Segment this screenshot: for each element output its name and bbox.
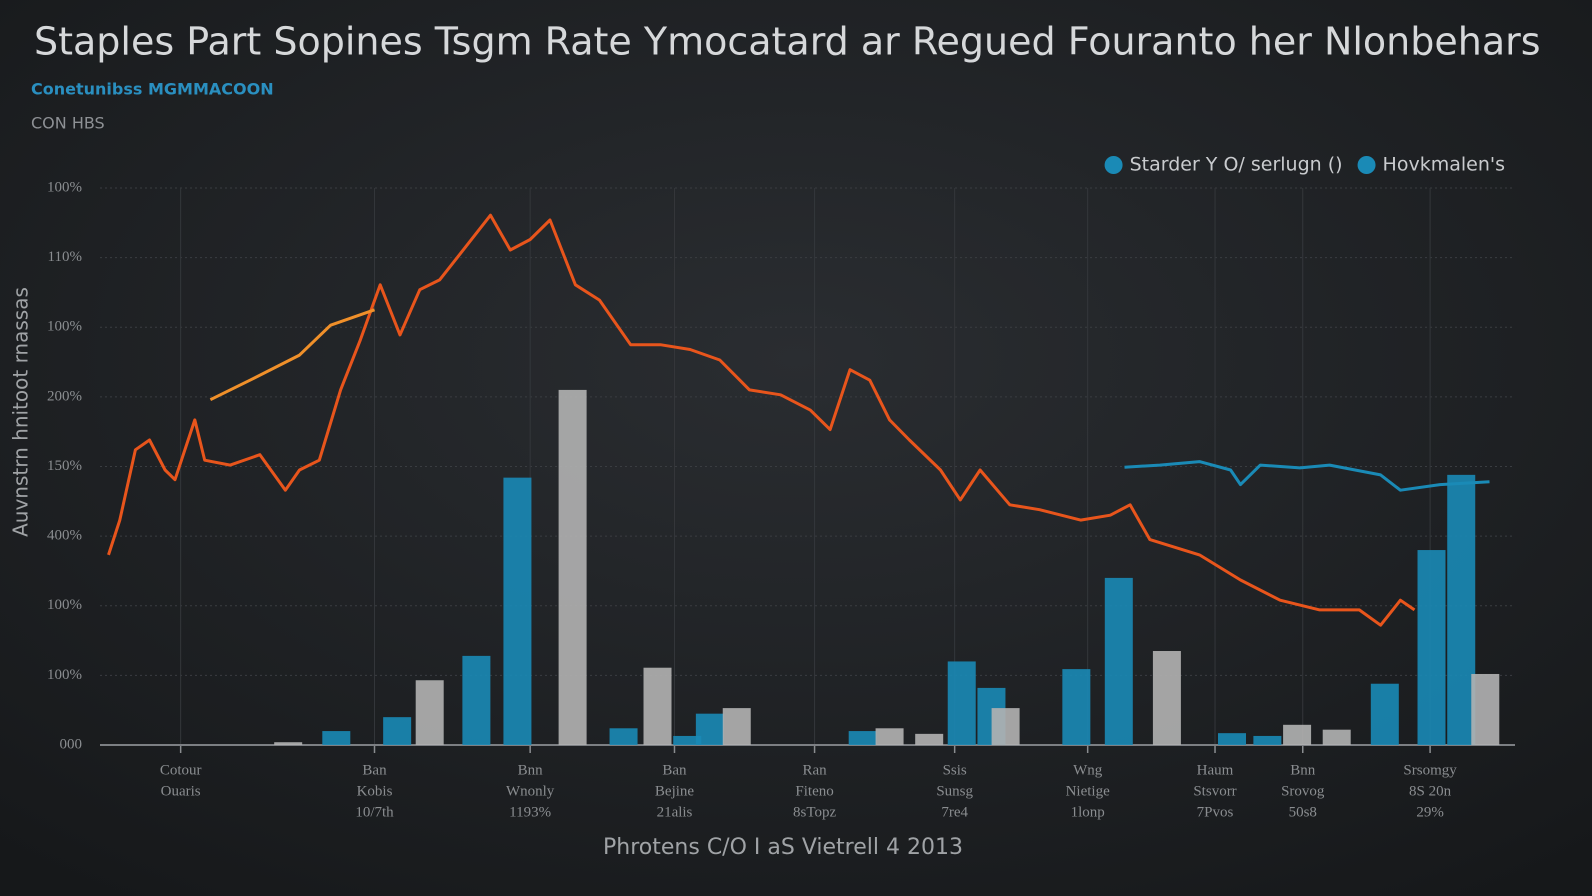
x-tick-label: 8S 20n (1409, 783, 1452, 799)
x-tick-label: 10/7th (355, 804, 394, 820)
y-tick-label: 000 (60, 736, 83, 752)
x-tick-label: Kobis (357, 783, 393, 799)
bar (1322, 729, 1351, 745)
chart-title: Staples Part Sopines Tsgm Rate Ymocatard… (34, 20, 1541, 64)
bar (1471, 673, 1500, 745)
x-tick-label: 7re4 (941, 804, 968, 820)
bar (695, 713, 724, 745)
y-tick-label: 100% (47, 319, 82, 335)
bar (609, 728, 638, 745)
x-tick-label: 21alis (657, 804, 693, 820)
y-tick-label: 150% (47, 458, 82, 474)
x-tick-label: Cotour (160, 762, 202, 778)
bar (673, 735, 702, 745)
bar (1283, 724, 1312, 745)
x-tick-label: Bnn (518, 762, 544, 778)
legend-swatch (1357, 156, 1376, 174)
bar (1062, 669, 1091, 745)
chart-subtitle: Conetunibss MGMMACOON (31, 80, 274, 99)
line (1124, 460, 1490, 492)
line (209, 308, 375, 402)
line (107, 213, 1416, 627)
x-tick-label: 50s8 (1289, 804, 1317, 820)
x-tick-label: Srovog (1281, 783, 1325, 799)
y-tick-label: 100% (47, 597, 82, 613)
x-tick-label: Ran (802, 762, 827, 778)
x-tick-label: Nietige (1066, 783, 1110, 799)
bar (1152, 651, 1181, 745)
bar (848, 731, 877, 745)
x-tick-label: Ouaris (161, 783, 201, 799)
x-tick-label: Wng (1073, 762, 1103, 778)
bar (322, 731, 351, 745)
x-tick-label: 7Pvos (1197, 804, 1234, 820)
x-tick-label: 1lonp (1071, 804, 1105, 820)
x-tick-label: Bejine (655, 783, 694, 799)
bar (643, 667, 672, 745)
x-tick-label: Haum (1197, 762, 1234, 778)
bar (274, 742, 303, 745)
bar (875, 728, 904, 745)
y-tick-label: 110% (48, 249, 82, 265)
legend-label: Starder Y O/ serlugn () (1130, 154, 1343, 176)
x-tick-label: Sunsg (936, 783, 973, 799)
x-tick-label: 1193% (509, 804, 551, 820)
bar (462, 655, 491, 745)
bar (1253, 735, 1282, 745)
legend-swatch (1104, 156, 1123, 174)
x-tick-label: Wnonly (506, 783, 555, 799)
x-tick-label: 8sTopz (793, 804, 836, 820)
bar (915, 733, 944, 745)
legend-label: Hovkmalen's (1383, 154, 1505, 176)
bar (1218, 733, 1246, 745)
chart-note: CON HBS (31, 114, 105, 133)
bar (1447, 474, 1476, 745)
x-tick-label: Srsomgy (1403, 762, 1457, 778)
x-tick-label: Ban (362, 762, 387, 778)
x-tick-label: 29% (1416, 804, 1444, 820)
y-tick-label: 200% (47, 388, 82, 404)
x-tick-label: Stsvorr (1193, 783, 1236, 799)
x-axis-label: Phrotens C/O I aS Vietrell 4 2013 (603, 835, 963, 860)
x-tick-label: Ssis (943, 762, 967, 778)
bar (1417, 550, 1446, 745)
x-tick-label: Fiteno (795, 783, 833, 799)
x-tick-label: Ban (662, 762, 687, 778)
y-axis-label: Auvnstrn hnitoot rnassas (9, 287, 33, 537)
bar (991, 708, 1020, 745)
x-tick-label: Bnn (1290, 762, 1316, 778)
bar (558, 389, 587, 745)
y-tick-label: 400% (47, 528, 82, 544)
bar (1104, 577, 1133, 745)
bar (383, 717, 412, 745)
bar (947, 661, 976, 745)
bar (722, 708, 751, 745)
y-tick-label: 100% (47, 667, 82, 683)
bar (1370, 683, 1399, 745)
y-tick-label: 100% (47, 179, 82, 195)
bar (415, 680, 444, 745)
bar (503, 477, 532, 745)
